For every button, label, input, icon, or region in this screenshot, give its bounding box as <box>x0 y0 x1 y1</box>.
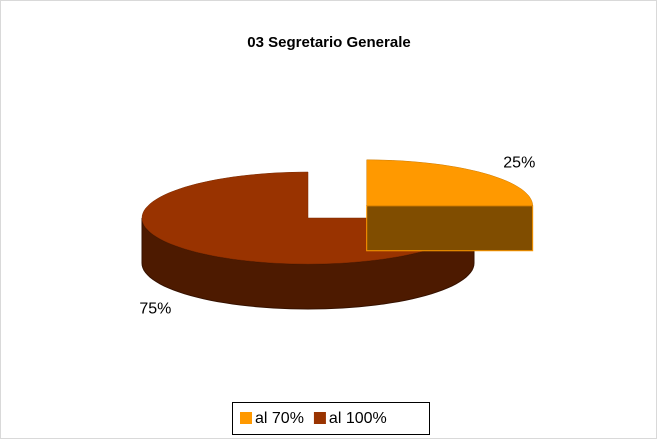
chart-title: 03 Segretario Generale <box>247 34 410 51</box>
legend-box <box>232 402 430 435</box>
data-label: 75% <box>139 301 171 318</box>
legend-label: al 100% <box>329 410 387 427</box>
legend-label: al 70% <box>255 410 304 427</box>
slice-top <box>366 159 533 207</box>
data-label: 25% <box>503 155 535 172</box>
pie-slice <box>366 159 534 252</box>
slice-cut-face <box>366 205 534 252</box>
legend-swatch <box>313 412 326 424</box>
legend-swatch <box>240 412 252 424</box>
